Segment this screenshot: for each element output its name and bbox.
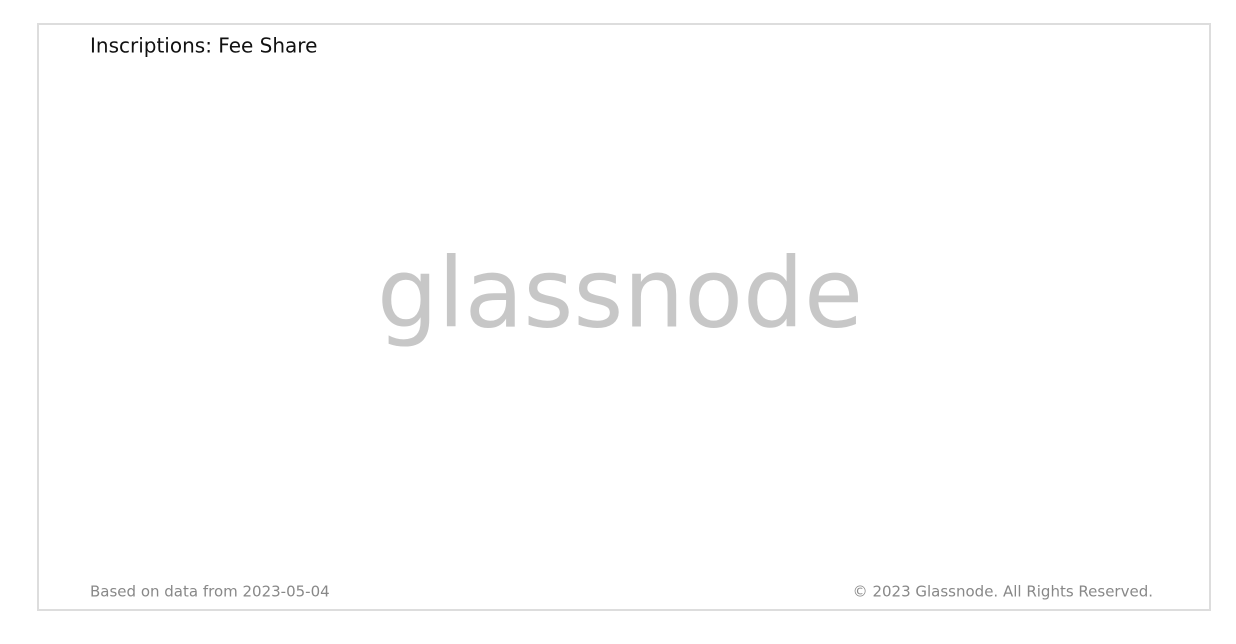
footer-copyright: © 2023 Glassnode. All Rights Reserved. <box>853 583 1153 601</box>
frame <box>37 23 1211 611</box>
watermark: glassnode <box>377 237 863 349</box>
chart-title: Inscriptions: Fee Share <box>90 34 317 58</box>
footer-source: Based on data from 2023-05-04 <box>90 583 330 601</box>
